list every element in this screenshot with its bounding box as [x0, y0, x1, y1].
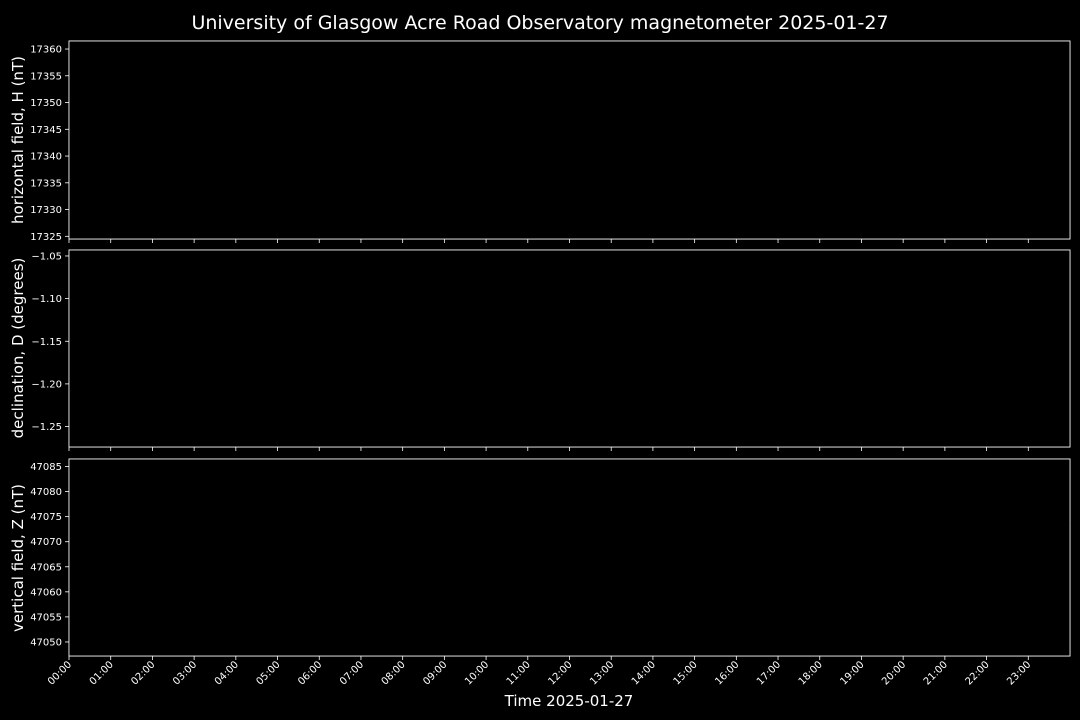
y-tick-label: −1.15	[31, 337, 62, 348]
y-tick-label: 17350	[30, 98, 62, 109]
chart-title: University of Glasgow Acre Road Observat…	[191, 12, 888, 34]
x-tick-label: 13:00	[588, 659, 616, 687]
y-tick-label: 47070	[30, 537, 62, 548]
vertical-plot-border	[68, 458, 1071, 657]
x-tick-label: 03:00	[171, 659, 199, 687]
declination-plot-border	[68, 249, 1071, 448]
x-tick-label: 05:00	[255, 659, 283, 687]
vertical-field-panel: vertical field, Z (nT) 47050 47055 47060 47…	[9, 458, 1071, 660]
y-tick-label: −1.20	[31, 379, 62, 390]
declination-panel: declination, D (degrees) −1.25 −1.20 −1.15…	[9, 249, 1071, 451]
x-tick-label: 18:00	[797, 659, 825, 687]
y-tick-label: 47055	[30, 612, 62, 623]
x-tick-label: 23:00	[1005, 659, 1033, 687]
y-tick-label: 17355	[30, 71, 62, 82]
x-tick-label: 00:00	[46, 659, 74, 687]
declination-y-axis-label: declination, D (degrees)	[9, 258, 27, 439]
x-tick-label: 16:00	[713, 659, 741, 687]
x-tick-label: 11:00	[505, 659, 533, 687]
x-tick-label: 01:00	[88, 659, 116, 687]
y-tick-label: 47065	[30, 562, 62, 573]
x-tick-label: 10:00	[463, 659, 491, 687]
x-tick-label: 02:00	[129, 659, 157, 687]
vertical-y-axis-label: vertical field, Z (nT)	[9, 484, 27, 632]
y-tick-label: 47075	[30, 512, 62, 523]
y-tick-label: 47080	[30, 487, 62, 498]
x-tick-label: 07:00	[338, 659, 366, 687]
y-tick-label: 47050	[30, 637, 62, 648]
y-tick-label: 47060	[30, 587, 62, 598]
x-tick-label: 08:00	[380, 659, 408, 687]
horizontal-plot-border	[68, 40, 1071, 240]
x-tick-label: 17:00	[755, 659, 783, 687]
x-tick-label: 22:00	[964, 659, 992, 687]
y-tick-label: 17335	[30, 178, 62, 189]
x-axis-ticks: 00:00 01:00 02:00 03:00 04:00 05:00 06:00 07:00…	[46, 659, 1033, 687]
x-axis-label: Time 2025-01-27	[504, 692, 634, 710]
horizontal-y-axis-label: horizontal field, H (nT)	[9, 56, 27, 224]
x-tick-label: 20:00	[880, 659, 908, 687]
x-tick-label: 04:00	[213, 659, 241, 687]
x-tick-label: 19:00	[838, 659, 866, 687]
y-tick-label: 17330	[30, 205, 62, 216]
x-tick-label: 12:00	[546, 659, 574, 687]
y-tick-label: 47085	[30, 462, 62, 473]
y-tick-label: 17360	[30, 45, 62, 56]
y-tick-label: 17345	[30, 125, 62, 136]
x-tick-label: 09:00	[421, 659, 449, 687]
x-tick-label: 21:00	[922, 659, 950, 687]
horizontal-field-panel: horizontal field, H (nT) 17325 17330 17335…	[9, 40, 1071, 243]
y-tick-label: 17340	[30, 152, 62, 163]
x-tick-label: 14:00	[630, 659, 658, 687]
y-tick-label: −1.25	[31, 422, 62, 433]
x-tick-label: 15:00	[672, 659, 700, 687]
y-tick-label: −1.10	[31, 294, 62, 305]
y-tick-label: 17325	[30, 232, 62, 243]
x-tick-label: 06:00	[296, 659, 324, 687]
y-tick-label: −1.05	[31, 251, 62, 262]
